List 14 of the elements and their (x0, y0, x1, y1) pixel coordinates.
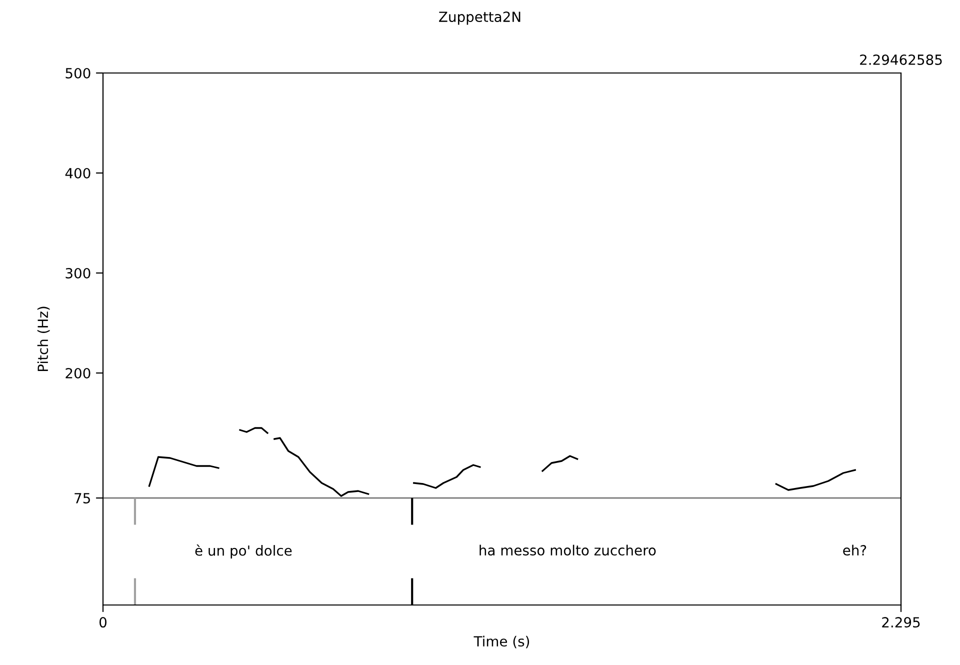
y-tick-label: 400 (65, 168, 90, 178)
y-axis-title: Pitch (Hz) (37, 306, 50, 372)
y-tick-label: 200 (66, 368, 90, 378)
x-axis-title: Time (s) (474, 636, 530, 648)
x-tick-label: 2.295 (882, 617, 920, 628)
chart-title: Zuppetta2N (439, 12, 520, 25)
y-tick-label: 300 (66, 268, 90, 278)
x-tick-label: 0 (99, 617, 106, 628)
text: 2.29462585 (860, 54, 942, 65)
y-tick-label: 75 (74, 493, 90, 504)
annotation: è un po' dolce (195, 544, 292, 558)
annotation: eh? (843, 544, 866, 556)
annotation: ha messo molto zucchero (480, 544, 656, 556)
y-tick-label: 500 (66, 68, 90, 78)
